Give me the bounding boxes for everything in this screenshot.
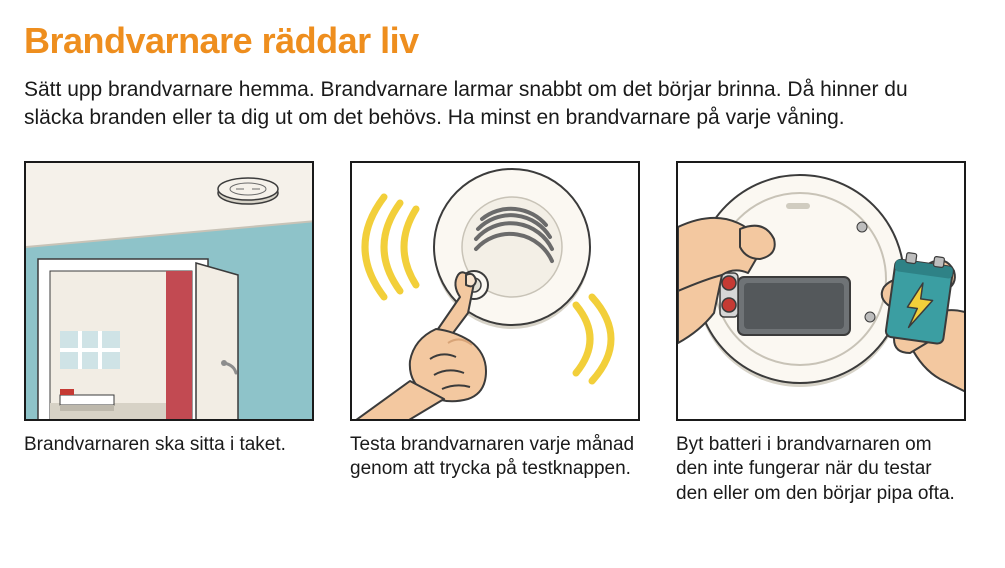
illustration-test [350,161,640,421]
illustration-battery [676,161,966,421]
caption-test: Testa brandvarnaren varje månad genom at… [350,433,640,482]
caption-battery: Byt batteri i brandvarnaren om den inte … [676,433,966,507]
panel-battery: Byt batteri i brandvarnaren om den inte … [676,161,966,507]
caption-placement: Brandvarnaren ska sitta i taket. [24,433,314,458]
panel-row: Brandvarnaren ska sitta i taket. [24,161,981,507]
intro-paragraph: Sätt upp brandvarnare hemma. Brandvarnar… [24,76,964,133]
panel-test: Testa brandvarnaren varje månad genom at… [350,161,640,507]
panel-placement: Brandvarnaren ska sitta i taket. [24,161,314,507]
page-title: Brandvarnare räddar liv [24,20,981,62]
illustration-placement [24,161,314,421]
